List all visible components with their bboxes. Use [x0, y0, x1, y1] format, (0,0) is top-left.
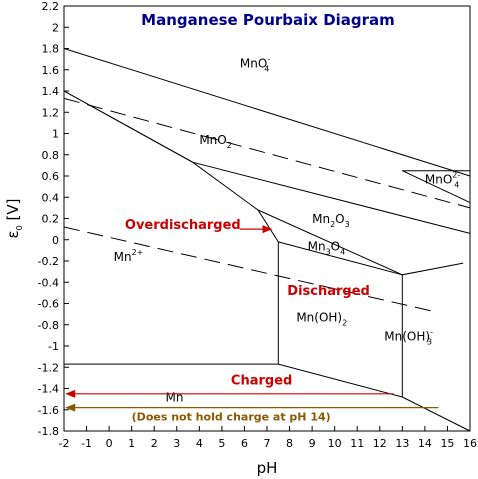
- x-tick-label: -2: [59, 437, 70, 450]
- y-tick-label: 0.8: [42, 149, 60, 162]
- annotation-text: (Does not hold charge at pH 14): [132, 410, 331, 423]
- x-tick-label: 15: [440, 437, 454, 450]
- chart-title: Manganese Pourbaix Diagram: [141, 11, 395, 29]
- annotation-text: Overdischarged: [125, 218, 241, 233]
- dashed-boundary-11: [63, 226, 437, 313]
- y-tick-label: -1.4: [38, 383, 59, 396]
- y-tick-label: 1.4: [42, 85, 60, 98]
- y-tick-label: 1.6: [42, 64, 60, 77]
- y-tick-label: -0.4: [38, 276, 59, 289]
- y-tick-label: -0.6: [38, 298, 59, 311]
- y-tick-label: -1.2: [38, 361, 59, 374]
- species-label: MnO-4: [240, 55, 270, 74]
- x-tick-label: 8: [286, 437, 293, 450]
- species-label: MnO2: [199, 133, 232, 150]
- annotation-text: Discharged: [287, 284, 370, 299]
- boundary-line-4: [257, 209, 464, 276]
- species-label: Mn3O4: [308, 239, 346, 256]
- x-tick-label: 9: [309, 437, 316, 450]
- y-tick-label: 1.2: [42, 106, 60, 119]
- x-tick-label: 13: [395, 437, 409, 450]
- boundary-line-9: [402, 170, 471, 204]
- boundary-line-2: [192, 161, 471, 234]
- x-tick-label: 1: [128, 437, 135, 450]
- species-labels: MnO-4 MnO2 MnO2-4 Mn2O3 Mn3O4 Mn2+ Mn(OH)2 Mn(O…: [114, 55, 461, 405]
- x-tick-label: 12: [373, 437, 387, 450]
- species-label: Mn(OH)2: [296, 311, 347, 328]
- y-tick-label: 0: [52, 234, 59, 247]
- y-tick-label: 2.2: [42, 0, 60, 13]
- x-tick-label: 10: [328, 437, 342, 450]
- y-tick-label: 0.2: [42, 213, 60, 226]
- axis-ticks: -2 -1 0 1 2 3 4 5 6 7 8 9 10 11 12 13 14 15 16-1.8-1.6-1.4…: [38, 0, 477, 450]
- x-axis-label: pH: [257, 459, 278, 477]
- species-label: MnO2-4: [425, 170, 460, 189]
- x-tick-label: 5: [218, 437, 225, 450]
- x-tick-label: 4: [196, 437, 203, 450]
- y-tick-label: 2: [52, 21, 59, 34]
- species-label: Mn: [166, 390, 184, 404]
- boundary-line-0: [63, 48, 471, 177]
- y-tick-label: -1.6: [38, 404, 59, 417]
- annotation-text: Charged: [231, 373, 292, 388]
- x-tick-label: -1: [81, 437, 92, 450]
- x-tick-label: 14: [418, 437, 432, 450]
- species-label: Mn2+: [114, 248, 144, 264]
- boundary-lines: [63, 48, 471, 432]
- x-tick-label: 2: [151, 437, 158, 450]
- y-tick-label: -1.8: [38, 425, 59, 438]
- x-tick-label: 11: [350, 437, 364, 450]
- dashed-boundary-10: [63, 97, 471, 209]
- y-tick-label: -1: [48, 340, 59, 353]
- species-label: Mn(OH)-3: [384, 328, 433, 347]
- x-tick-label: 3: [173, 437, 180, 450]
- x-tick-label: 7: [264, 437, 271, 450]
- x-tick-label: 16: [463, 437, 477, 450]
- species-label: Mn2O3: [312, 212, 350, 229]
- x-tick-label: 0: [106, 437, 113, 450]
- y-tick-label: -0.8: [38, 319, 59, 332]
- boundary-line-7: [64, 363, 471, 432]
- y-tick-label: -0.2: [38, 255, 59, 268]
- y-axis-label: ε0 [V]: [4, 199, 24, 239]
- y-tick-label: 0.6: [42, 170, 60, 183]
- boundary-line-5: [278, 241, 403, 276]
- y-tick-label: 1.8: [42, 43, 60, 56]
- y-tick-label: 1: [52, 128, 59, 141]
- y-tick-label: 0.4: [42, 191, 60, 204]
- x-tick-label: 6: [241, 437, 248, 450]
- annotations: Overdischarged Discharged Charged (Does not…: [65, 218, 439, 423]
